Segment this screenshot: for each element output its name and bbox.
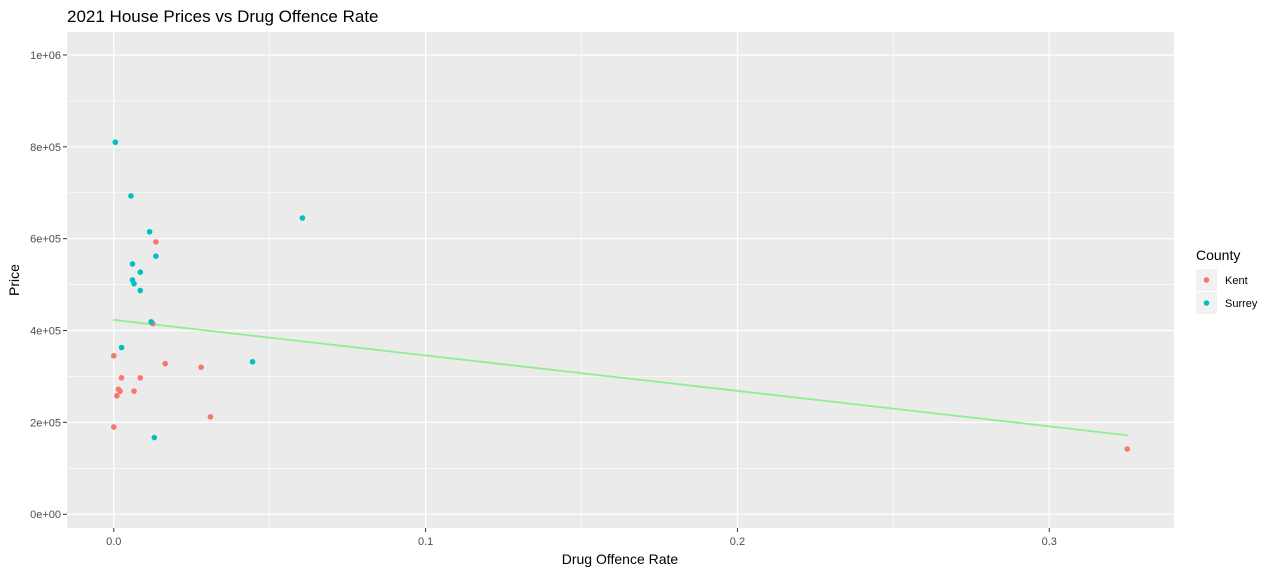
- legend-title: County: [1196, 247, 1240, 263]
- data-point-surrey: [118, 344, 125, 351]
- data-point-surrey: [128, 193, 134, 199]
- data-point-surrey: [146, 228, 153, 235]
- y-tick-label: 4e+05: [30, 326, 61, 338]
- x-axis: 0.0 0.1 0.2 0.3: [106, 528, 1057, 548]
- y-tick-label: 6e+05: [30, 234, 61, 246]
- y-axis: 0e+00 2e+05 4e+05 6e+05 8e+05 1e+06: [30, 50, 67, 521]
- data-point-kent: [110, 424, 117, 430]
- legend-items: Kent Surrey: [1196, 269, 1258, 314]
- data-point-surrey: [153, 253, 159, 259]
- data-point-surrey: [299, 215, 306, 221]
- x-tick-label: 0.3: [1042, 536, 1057, 548]
- x-tick-label: 0.0: [106, 536, 121, 548]
- data-point-surrey: [129, 261, 136, 267]
- legend-marker-surrey: [1203, 300, 1210, 306]
- legend-label-kent: Kent: [1225, 275, 1248, 287]
- data-points-layer: [110, 139, 1131, 452]
- plot-panel: [67, 32, 1174, 528]
- data-point-kent: [118, 375, 125, 381]
- data-point-kent: [114, 392, 120, 399]
- data-point-kent: [131, 388, 137, 394]
- data-point-surrey: [131, 280, 137, 287]
- y-tick-label: 0e+00: [30, 509, 61, 521]
- data-point-kent: [198, 364, 204, 371]
- legend-marker-kent: [1203, 277, 1210, 283]
- data-point-surrey: [112, 139, 119, 146]
- legend: County Kent Surrey: [1196, 247, 1258, 314]
- data-point-surrey: [137, 287, 144, 294]
- x-tick-label: 0.2: [730, 536, 745, 548]
- y-tick-label: 1e+06: [30, 50, 61, 62]
- data-point-surrey: [137, 269, 144, 275]
- trend-line: [112, 319, 1129, 437]
- legend-label-surrey: Surrey: [1225, 298, 1258, 310]
- x-tick-label: 0.1: [418, 536, 433, 548]
- major-gridlines: [67, 32, 1174, 528]
- data-point-kent: [207, 414, 214, 420]
- data-point-kent: [117, 388, 123, 394]
- y-tick-label: 8e+05: [30, 142, 61, 154]
- data-point-kent: [137, 375, 144, 381]
- data-point-kent: [1124, 446, 1131, 452]
- data-point-kent: [153, 239, 159, 245]
- data-point-kent: [110, 352, 117, 359]
- minor-gridlines: [67, 32, 1174, 528]
- trend-line-layer: [112, 319, 1129, 437]
- data-point-kent: [162, 360, 169, 367]
- data-point-surrey: [249, 358, 256, 365]
- x-axis-title: Drug Offence Rate: [562, 551, 679, 567]
- y-tick-label: 2e+05: [30, 417, 61, 429]
- chart-title: 2021 House Prices vs Drug Offence Rate: [67, 7, 379, 26]
- data-point-surrey: [148, 318, 154, 325]
- y-axis-title: Price: [6, 264, 22, 296]
- data-point-surrey: [151, 434, 158, 441]
